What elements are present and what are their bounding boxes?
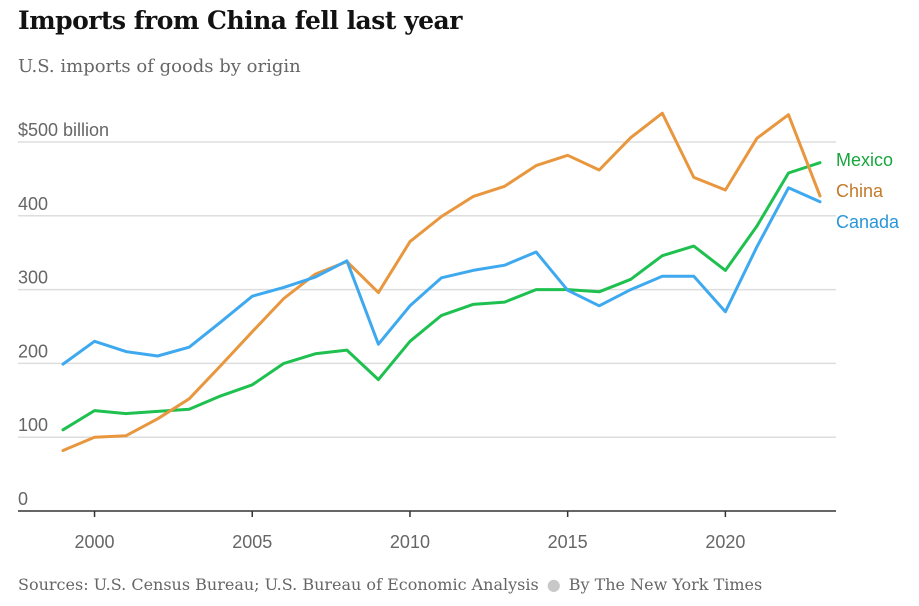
series-line-china — [61, 111, 822, 452]
credit-note: By The New York Times — [568, 575, 763, 594]
sources-note: Sources: U.S. Census Bureau; U.S. Bureau… — [18, 575, 539, 594]
footer: Sources: U.S. Census Bureau; U.S. Bureau… — [18, 575, 762, 594]
y-tick-label: $500 billion — [18, 120, 109, 140]
series-label-china: China — [836, 181, 884, 201]
x-tick-label: 2010 — [390, 532, 430, 552]
y-tick-label: 100 — [18, 415, 48, 435]
separator-dot-icon: ● — [546, 575, 561, 594]
chart-title: Imports from China fell last year — [18, 6, 462, 35]
x-tick-label: 2020 — [705, 532, 745, 552]
series-label-canada: Canada — [836, 212, 900, 232]
gridlines — [18, 141, 836, 438]
series-label-mexico: Mexico — [836, 150, 893, 170]
series-line-canada — [61, 186, 822, 366]
y-tick-label: 200 — [18, 341, 48, 361]
x-tick-label: 2000 — [75, 532, 115, 552]
series-labels: Mexico China Canada — [836, 150, 900, 232]
series-line-mexico — [61, 161, 822, 432]
chart-subtitle: U.S. imports of goods by origin — [18, 56, 301, 77]
y-tick-label: 0 — [18, 489, 28, 509]
y-tick-label: 300 — [18, 268, 48, 288]
x-tick-label: 2005 — [232, 532, 272, 552]
y-axis-labels: 0 100 200 300 400 $500 billion — [18, 120, 109, 509]
y-tick-label: 400 — [18, 194, 48, 214]
x-axis: 2000 2005 2010 2015 2020 — [18, 510, 836, 552]
x-tick-label: 2015 — [548, 532, 588, 552]
series-lines — [61, 111, 822, 452]
